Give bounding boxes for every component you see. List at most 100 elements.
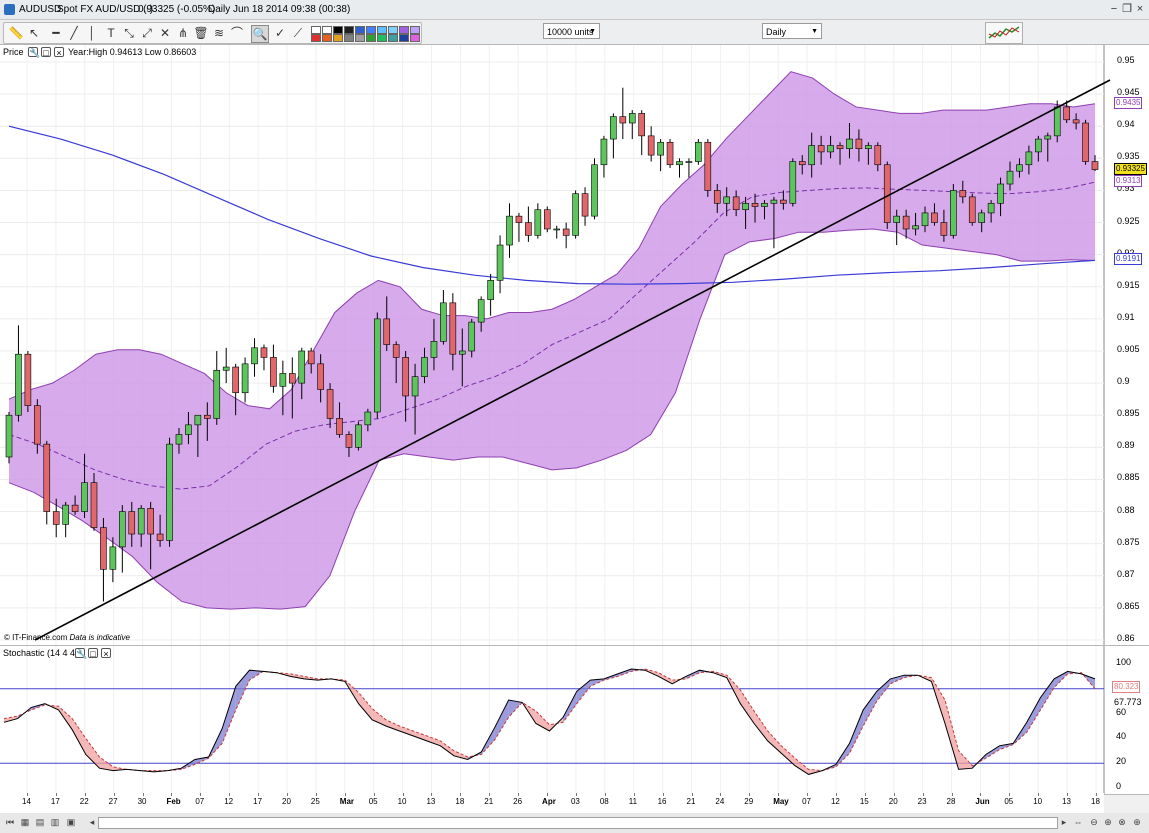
color-swatch[interactable] bbox=[366, 26, 376, 34]
zoom-in-icon[interactable]: ⊕ bbox=[1104, 817, 1112, 827]
stoch-fill bbox=[1026, 697, 1041, 733]
candle-bull bbox=[893, 215, 900, 223]
stochastic-pane-label: Stochastic (14 4 4) bbox=[3, 648, 79, 658]
color-swatch[interactable] bbox=[344, 34, 354, 42]
y-tick-label: 0.865 bbox=[1117, 600, 1140, 611]
candle-bear bbox=[874, 145, 882, 166]
candle-bull bbox=[723, 196, 731, 204]
chevron-down-icon: ▼ bbox=[589, 28, 596, 35]
maximize-icon[interactable]: □ bbox=[41, 47, 51, 58]
x-tick-mark bbox=[258, 793, 260, 796]
first-page-icon[interactable]: ⏮ bbox=[5, 817, 15, 827]
zoom-out-icon[interactable]: ⊖ bbox=[1090, 817, 1098, 827]
stoch-fill bbox=[754, 711, 768, 741]
wrench-icon[interactable]: 🔧 bbox=[28, 47, 41, 58]
ruler-icon[interactable]: 📏 bbox=[8, 26, 24, 40]
minimize-icon[interactable]: − bbox=[1110, 3, 1118, 15]
x-day-label: 07 bbox=[802, 797, 811, 806]
candle-bear bbox=[581, 193, 589, 217]
moving-average-line bbox=[8, 125, 1096, 285]
price-chart[interactable] bbox=[0, 45, 1149, 646]
wrench-icon[interactable]: 🔧 bbox=[75, 648, 88, 659]
color-swatch[interactable] bbox=[322, 34, 332, 42]
save-icon[interactable]: ▤ bbox=[35, 817, 45, 827]
candle-bear bbox=[270, 357, 277, 387]
export-icon[interactable]: ▣ bbox=[66, 817, 76, 827]
print-icon[interactable]: ▦ bbox=[20, 817, 30, 827]
stoch-fill bbox=[535, 711, 550, 731]
color-swatch[interactable] bbox=[366, 34, 376, 42]
color-swatch[interactable] bbox=[410, 34, 420, 42]
pointer-icon[interactable]: ↖ bbox=[28, 26, 40, 40]
y-tick-label: 0.88 bbox=[1117, 504, 1135, 515]
crosshair-icon[interactable]: ✓ bbox=[274, 26, 286, 40]
text-tool-icon[interactable]: T bbox=[107, 26, 115, 40]
candle-bear bbox=[931, 212, 938, 223]
horizontal-scrollbar-track[interactable] bbox=[98, 817, 1058, 829]
horizontal-line-icon[interactable]: ━ bbox=[52, 26, 60, 40]
candle-bull bbox=[496, 244, 504, 281]
stochastic-pane[interactable]: Stochastic (14 4 4) 🔧 □ × bbox=[0, 645, 1149, 795]
stoch-fill bbox=[985, 745, 1000, 759]
x-month-label: Feb bbox=[166, 797, 181, 806]
color-swatch[interactable] bbox=[311, 26, 321, 34]
stoch-fill bbox=[563, 691, 577, 723]
interval-select[interactable]: Daily ▼ bbox=[762, 23, 822, 39]
x-day-label: 05 bbox=[1004, 797, 1014, 806]
scroll-left-icon[interactable]: ◂ bbox=[89, 817, 95, 827]
x-day-label: 05 bbox=[368, 797, 378, 806]
cycle-icon[interactable]: ≋ bbox=[213, 26, 225, 40]
color-swatch[interactable] bbox=[322, 26, 332, 34]
color-swatch[interactable] bbox=[388, 34, 398, 42]
candle-bear bbox=[43, 443, 51, 512]
maximize-icon[interactable]: □ bbox=[88, 648, 98, 659]
color-swatch[interactable] bbox=[311, 34, 321, 42]
trend-line-icon[interactable]: ╱ bbox=[70, 26, 78, 40]
y-tick-label: 0.87 bbox=[1117, 568, 1135, 579]
close-icon[interactable]: × bbox=[1136, 3, 1144, 15]
color-swatch[interactable] bbox=[355, 26, 365, 34]
window-interval-date: Daily Jun 18 2014 09:38 (00:38) bbox=[208, 4, 351, 15]
candle-bear bbox=[128, 511, 136, 535]
chart-style-button[interactable] bbox=[985, 22, 1023, 44]
color-swatch[interactable] bbox=[355, 34, 365, 42]
color-swatch[interactable] bbox=[344, 26, 354, 34]
zoom-icon[interactable]: 🔍 bbox=[251, 25, 269, 43]
price-pane[interactable]: Price 🔧 □ × Year:High 0.94613 Low 0.8660… bbox=[0, 44, 1149, 647]
color-swatch[interactable] bbox=[388, 26, 398, 34]
pitchfork-icon[interactable]: ⋔ bbox=[177, 26, 189, 40]
color-swatch[interactable] bbox=[410, 26, 420, 34]
arc-icon[interactable]: ⌒ bbox=[230, 26, 243, 40]
close-pane-icon[interactable]: × bbox=[101, 648, 111, 659]
copy-icon[interactable]: ▥ bbox=[50, 817, 60, 827]
delete-icon[interactable]: 🗑 bbox=[193, 26, 209, 40]
scroll-right-icon[interactable]: ▸ bbox=[1061, 817, 1067, 827]
close-pane-icon[interactable]: × bbox=[54, 47, 64, 58]
restore-icon[interactable]: ❐ bbox=[1122, 3, 1132, 15]
fit-icon[interactable]: ⇔ bbox=[1073, 817, 1083, 827]
zoom-reset-icon[interactable]: ⊗ bbox=[1118, 817, 1126, 827]
regression-icon[interactable]: ⟋ bbox=[293, 26, 303, 40]
channel-icon[interactable]: ⤡ bbox=[124, 26, 134, 40]
stochastic-chart[interactable] bbox=[0, 646, 1149, 794]
candle-bear bbox=[90, 482, 98, 528]
stoch-fill bbox=[849, 709, 864, 754]
y-tick-label: 0.89 bbox=[1117, 440, 1135, 451]
color-swatch[interactable] bbox=[377, 34, 387, 42]
candle-bull bbox=[676, 161, 683, 166]
fibonacci-icon[interactable]: ⤢ bbox=[142, 26, 152, 40]
candle-bear bbox=[156, 533, 164, 541]
stoch-fill bbox=[413, 731, 427, 741]
color-swatch[interactable] bbox=[333, 26, 343, 34]
candle-bull bbox=[657, 141, 664, 156]
color-swatch[interactable] bbox=[399, 34, 409, 42]
color-swatch[interactable] bbox=[377, 26, 387, 34]
color-swatch[interactable] bbox=[333, 34, 343, 42]
units-select[interactable]: 10000 units ▼ bbox=[543, 23, 600, 39]
y-tick-label: 0.875 bbox=[1117, 536, 1140, 547]
candle-bear bbox=[147, 508, 154, 535]
color-swatch[interactable] bbox=[399, 26, 409, 34]
gann-icon[interactable]: ✕ bbox=[159, 26, 171, 40]
vertical-line-icon[interactable]: │ bbox=[88, 26, 96, 40]
zoom-max-icon[interactable]: ⊕ bbox=[1133, 817, 1141, 827]
